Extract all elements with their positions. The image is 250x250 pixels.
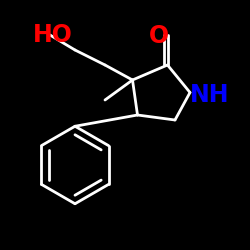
Text: O: O (149, 24, 169, 48)
Text: NH: NH (190, 83, 230, 107)
Text: HO: HO (32, 23, 72, 47)
